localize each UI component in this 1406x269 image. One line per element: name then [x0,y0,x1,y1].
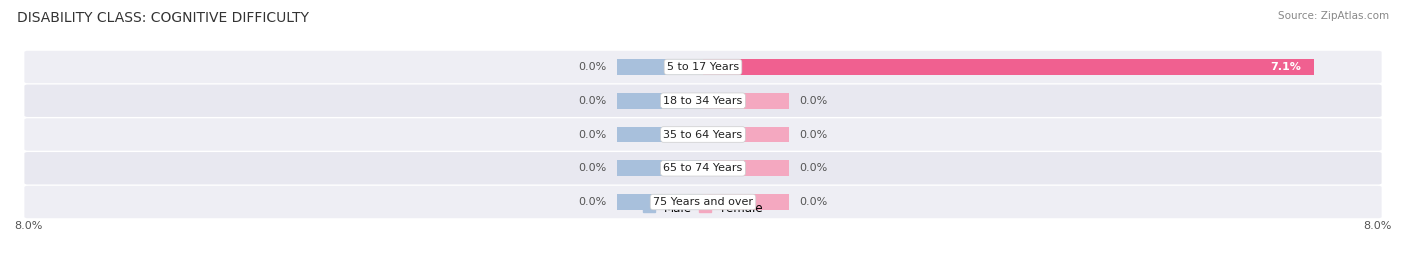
Text: 0.0%: 0.0% [800,96,828,106]
Text: 75 Years and over: 75 Years and over [652,197,754,207]
Text: 65 to 74 Years: 65 to 74 Years [664,163,742,173]
FancyBboxPatch shape [24,84,1382,117]
Text: DISABILITY CLASS: COGNITIVE DIFFICULTY: DISABILITY CLASS: COGNITIVE DIFFICULTY [17,11,309,25]
FancyBboxPatch shape [24,118,1382,151]
Text: 8.0%: 8.0% [14,221,42,231]
Bar [617,127,703,142]
Text: 0.0%: 0.0% [578,62,606,72]
Bar [703,160,789,176]
Bar [617,160,703,176]
Text: 18 to 34 Years: 18 to 34 Years [664,96,742,106]
Text: 7.1%: 7.1% [1271,62,1302,72]
Text: 0.0%: 0.0% [578,197,606,207]
Text: 8.0%: 8.0% [1364,221,1392,231]
Text: 0.0%: 0.0% [800,129,828,140]
Text: Source: ZipAtlas.com: Source: ZipAtlas.com [1278,11,1389,21]
Text: 0.0%: 0.0% [800,163,828,173]
Bar [617,93,703,109]
FancyBboxPatch shape [24,152,1382,185]
Text: 5 to 17 Years: 5 to 17 Years [666,62,740,72]
Bar [617,59,703,75]
Text: 0.0%: 0.0% [578,96,606,106]
Text: 0.0%: 0.0% [578,163,606,173]
Bar [703,127,789,142]
FancyBboxPatch shape [24,51,1382,83]
Text: 0.0%: 0.0% [578,129,606,140]
Bar [703,93,789,109]
Bar [703,59,1315,75]
Text: 35 to 64 Years: 35 to 64 Years [664,129,742,140]
Bar [617,194,703,210]
Bar [703,194,789,210]
FancyBboxPatch shape [24,186,1382,218]
Text: 0.0%: 0.0% [800,197,828,207]
Legend: Male, Female: Male, Female [640,198,766,218]
